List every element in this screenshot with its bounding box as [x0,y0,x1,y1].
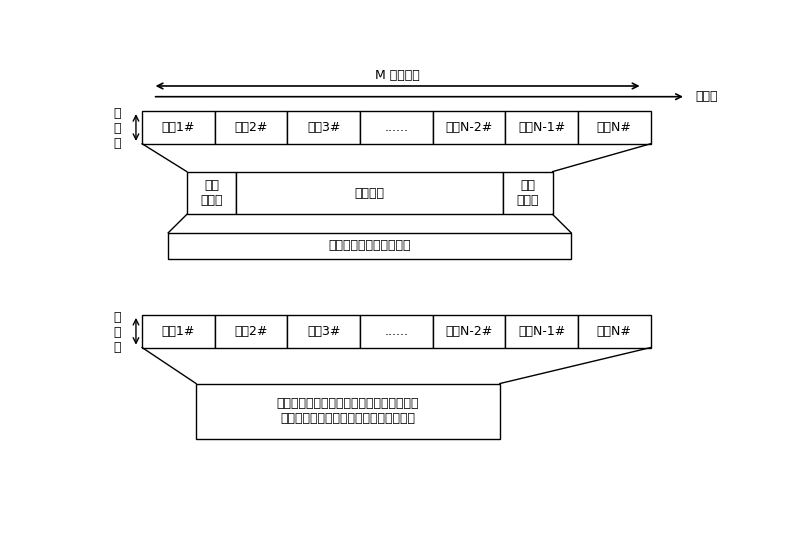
Bar [505,315,578,348]
Bar [503,172,553,215]
Bar [187,172,236,215]
Text: 分组N-2#: 分组N-2# [446,325,493,338]
Bar [578,111,650,144]
Text: 只使用偶（奇）数子载波: 只使用偶（奇）数子载波 [329,239,411,252]
Bar [287,111,360,144]
Bar [168,233,571,259]
Text: 分组N-2#: 分组N-2# [446,121,493,134]
Text: 分组1#: 分组1# [162,121,195,134]
Text: 分组1#: 分组1# [162,325,195,338]
Bar [360,111,433,144]
Bar [578,315,650,348]
Text: 频率轴: 频率轴 [695,90,718,103]
Text: 使用和符号一中相同的子载波构成差分调制
序列，其余子载波上的数据没有明确要求: 使用和符号一中相同的子载波构成差分调制 序列，其余子载波上的数据没有明确要求 [277,398,419,425]
Bar [236,172,503,215]
Text: ......: ...... [384,325,408,338]
Bar [196,384,500,439]
Text: 分组N#: 分组N# [597,121,632,134]
Bar [214,315,287,348]
Text: 保护
子载波: 保护 子载波 [517,179,539,207]
Bar [505,111,578,144]
Text: 符
号
一: 符 号 一 [114,107,121,150]
Text: 分组3#: 分组3# [307,121,340,134]
Text: 分组N-1#: 分组N-1# [518,121,565,134]
Bar [360,315,433,348]
Bar [142,111,214,144]
Bar [287,315,360,348]
Bar [433,315,505,348]
Text: 分组N#: 分组N# [597,325,632,338]
Text: 保护
子载波: 保护 子载波 [200,179,222,207]
Text: 分组3#: 分组3# [307,325,340,338]
Text: 符
号
二: 符 号 二 [114,311,121,354]
Bar [433,111,505,144]
Text: 分组2#: 分组2# [234,121,268,134]
Text: ......: ...... [384,121,408,134]
Bar [142,315,214,348]
Text: 使用部分: 使用部分 [354,186,385,200]
Text: 分组2#: 分组2# [234,325,268,338]
Text: M 条子载波: M 条子载波 [375,69,420,82]
Bar [214,111,287,144]
Text: 分组N-1#: 分组N-1# [518,325,565,338]
